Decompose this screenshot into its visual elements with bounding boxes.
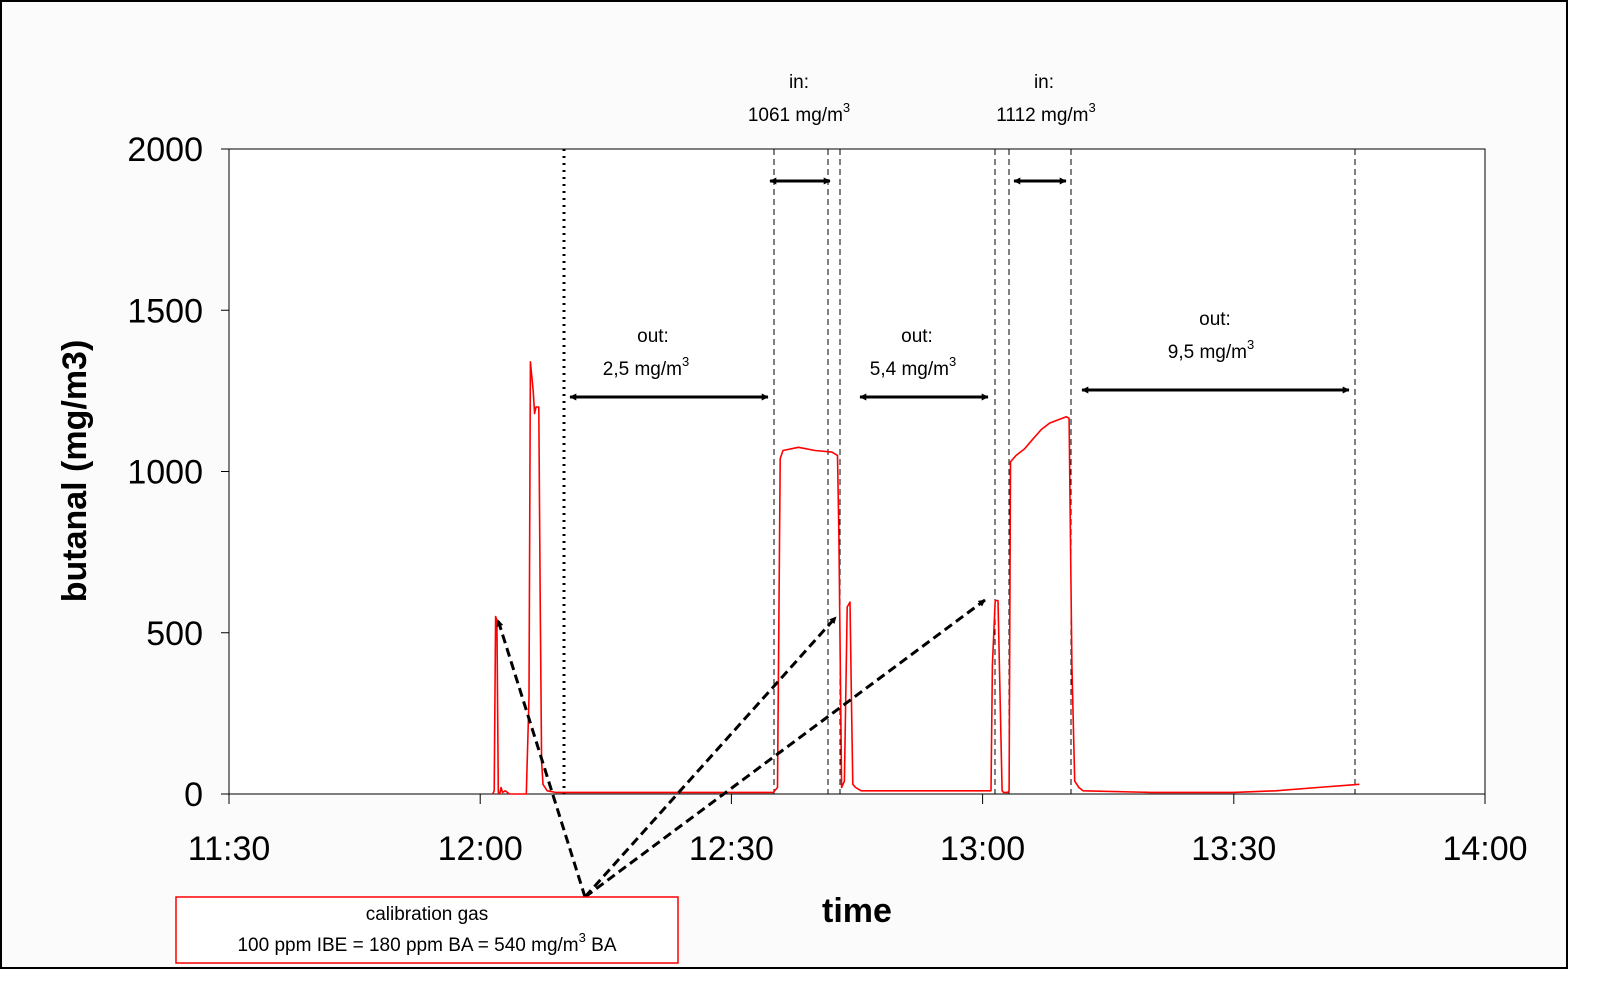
calibration-arrow-2: [583, 615, 838, 899]
butanal-series-line: [492, 360, 1360, 795]
annotation-out-2-line2: 5,4 mg/m3: [870, 354, 956, 380]
annotation-in-2: in: 1112 mg/m3: [996, 72, 1095, 126]
calibration-arrows: [496, 598, 986, 899]
reference-lines: [773, 149, 1356, 794]
x-tick-label: 13:30: [1191, 830, 1276, 868]
annotation-in-1: in: 1061 mg/m3: [748, 72, 850, 126]
annotation-in-1-line1: in:: [789, 72, 809, 93]
x-axis: 11:30 12:00 12:30 13:00 13:30 14:00: [188, 794, 1528, 868]
y-tick-label: 0: [184, 776, 203, 814]
plot-area: [228, 148, 1486, 795]
annotation-out-3-line2: 9,5 mg/m3: [1168, 337, 1254, 363]
annotation-out-3: out: 9,5 mg/m3: [1168, 309, 1254, 363]
y-axis: 0 500 1000 1500 2000: [127, 131, 229, 814]
butanal-chart: 0 500 1000 1500 2000 11:30 12:00 12:30 13:00 13:…: [56, 72, 1528, 964]
annotation-in-2-line2: 1112 mg/m3: [996, 100, 1095, 126]
annotation-in-2-line1: in:: [1034, 72, 1054, 93]
y-tick-label: 1000: [127, 454, 203, 492]
calibration-arrow-1: [496, 619, 587, 898]
x-tick-label: 13:00: [940, 830, 1025, 868]
x-tick-label: 14:00: [1442, 830, 1527, 868]
annotation-out-1-line2: 2,5 mg/m3: [603, 354, 689, 380]
y-tick-label: 500: [146, 615, 203, 653]
calibration-callout-box: [175, 896, 679, 964]
interval-arrows: [569, 177, 1350, 401]
annotation-out-2: out: 5,4 mg/m3: [870, 326, 956, 380]
y-tick-label: 2000: [127, 131, 203, 169]
y-axis-title: butanal (mg/m3): [56, 340, 94, 603]
x-tick-label: 12:30: [689, 830, 774, 868]
x-axis-title: time: [822, 892, 892, 930]
y-tick-label: 1500: [127, 292, 203, 330]
annotation-out-2-line1: out:: [901, 326, 933, 347]
calibration-callout-text: 100 ppm IBE = 180 ppm BA = 540 mg/m3 BA: [237, 930, 616, 956]
calibration-callout-title: calibration gas: [366, 904, 489, 925]
annotation-out-1-line1: out:: [637, 326, 669, 347]
annotation-out-3-line1: out:: [1199, 309, 1231, 330]
x-tick-label: 11:30: [188, 830, 271, 868]
x-tick-label: 12:00: [438, 830, 523, 868]
annotation-out-1: out: 2,5 mg/m3: [603, 326, 689, 380]
annotation-in-1-line2: 1061 mg/m3: [748, 100, 850, 126]
